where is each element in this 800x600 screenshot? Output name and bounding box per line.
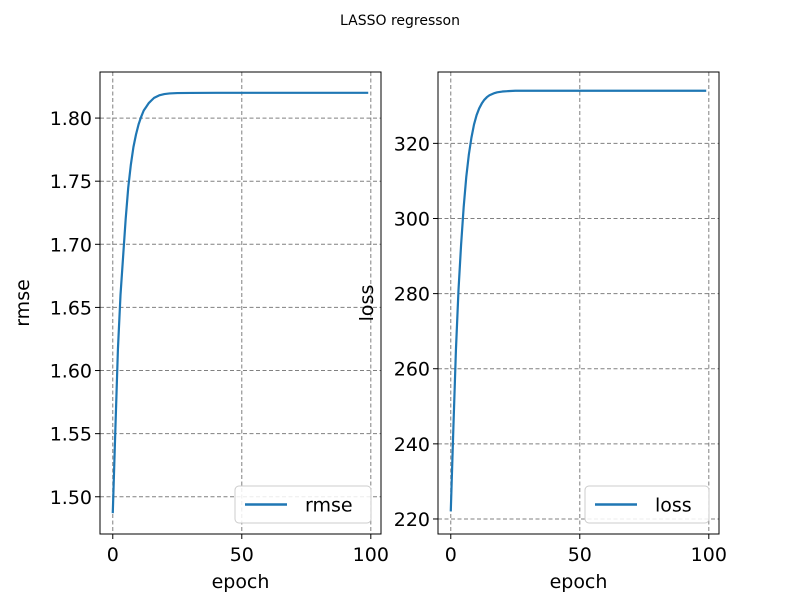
rmse-y-tick-label: 1.80: [50, 108, 92, 130]
rmse-series-line: [111, 91, 369, 514]
loss-y-tick-label: 280: [394, 284, 430, 306]
rmse-x-axis-label: epoch: [212, 571, 270, 593]
rmse-axes-frame: [99, 71, 382, 535]
rmse-y-tick-label: 1.75: [50, 171, 92, 193]
loss-y-tick-label: 320: [394, 133, 430, 155]
loss-y-tick-label: 300: [394, 208, 430, 230]
loss-legend-box: [584, 485, 710, 524]
loss-x-axis-label: epoch: [550, 571, 608, 593]
loss-y-axis-label: loss: [356, 285, 378, 322]
loss-y-tick-label: 240: [394, 434, 430, 456]
loss-plot-area: [438, 72, 719, 534]
rmse-subplot: 0 50 100 1.50 1.55 1.60 1.65 1.70 1.75 1.80 epoch r…: [12, 71, 389, 593]
rmse-legend: rmse: [234, 485, 372, 524]
rmse-y-tick-label: 1.70: [50, 234, 92, 256]
rmse-x-tick-label: 0: [107, 544, 119, 566]
rmse-legend-box: [234, 485, 372, 524]
rmse-y-tick-label: 1.55: [50, 424, 92, 446]
rmse-legend-label: rmse: [305, 495, 353, 517]
loss-x-tick-label: 0: [445, 544, 457, 566]
loss-x-tick-label: 100: [691, 544, 727, 566]
rmse-plot-area: [100, 72, 381, 534]
rmse-y-axis-label: rmse: [12, 279, 34, 327]
loss-legend-label: loss: [655, 495, 692, 517]
rmse-x-tick-label: 50: [230, 544, 254, 566]
loss-y-tick-label: 220: [394, 509, 430, 531]
rmse-y-tick-label: 1.65: [50, 297, 92, 319]
loss-series-line: [449, 89, 707, 512]
loss-y-tick-label: 260: [394, 359, 430, 381]
figure-title: LASSO regresson: [340, 13, 460, 29]
loss-x-tick-label: 50: [568, 544, 592, 566]
rmse-y-tick-label: 1.60: [50, 361, 92, 383]
rmse-y-tick-label: 1.50: [50, 487, 92, 509]
loss-axes-frame: [437, 71, 720, 535]
loss-legend: loss: [584, 485, 710, 524]
rmse-x-tick-label: 100: [353, 544, 389, 566]
